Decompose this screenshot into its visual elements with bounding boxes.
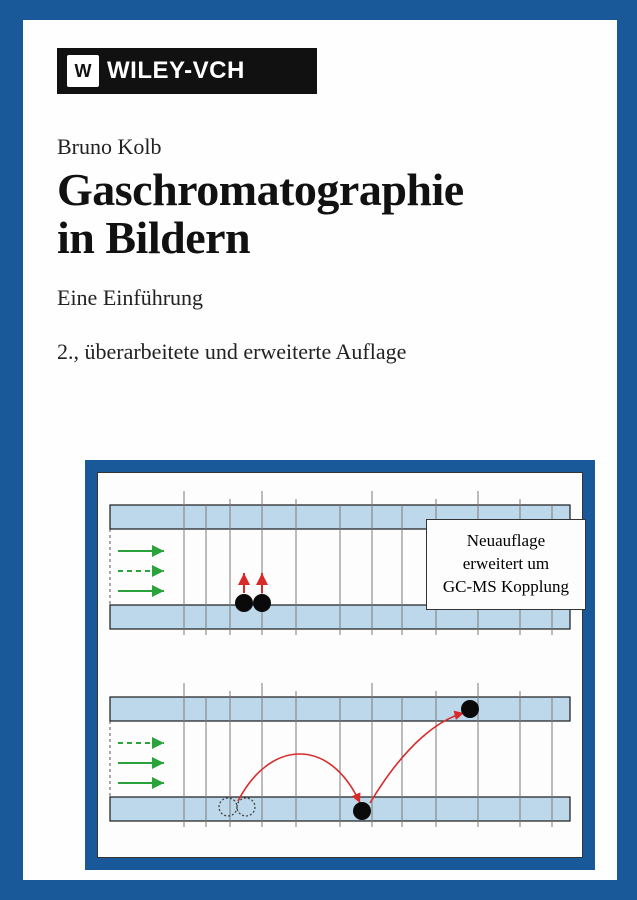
title-line-2: in Bildern (57, 212, 250, 263)
book-title: Gaschromatographie in Bildern (57, 166, 583, 263)
callout-line-1: Neuauflage (443, 530, 569, 553)
book-subtitle: Eine Einführung (57, 285, 583, 311)
cover-illustration-frame: Neuauflage erweitert um GC-MS Kopplung (85, 460, 595, 870)
edition-callout-box: Neuauflage erweitert um GC-MS Kopplung (426, 519, 586, 610)
publisher-logo-bar: W WILEY-VCH (57, 48, 317, 94)
callout-line-3: GC-MS Kopplung (443, 576, 569, 599)
publisher-mark-icon: W (67, 55, 99, 87)
callout-line-2: erweitert um (443, 553, 569, 576)
cover-illustration: Neuauflage erweitert um GC-MS Kopplung (97, 472, 583, 858)
edition-note: 2., überarbeitete und erweiterte Auflage (57, 339, 583, 365)
author-name: Bruno Kolb (57, 134, 583, 160)
title-line-1: Gaschromatographie (57, 164, 464, 215)
book-cover-page: W WILEY-VCH Bruno Kolb Gaschromatographi… (23, 20, 617, 880)
publisher-name: WILEY-VCH (107, 57, 245, 85)
